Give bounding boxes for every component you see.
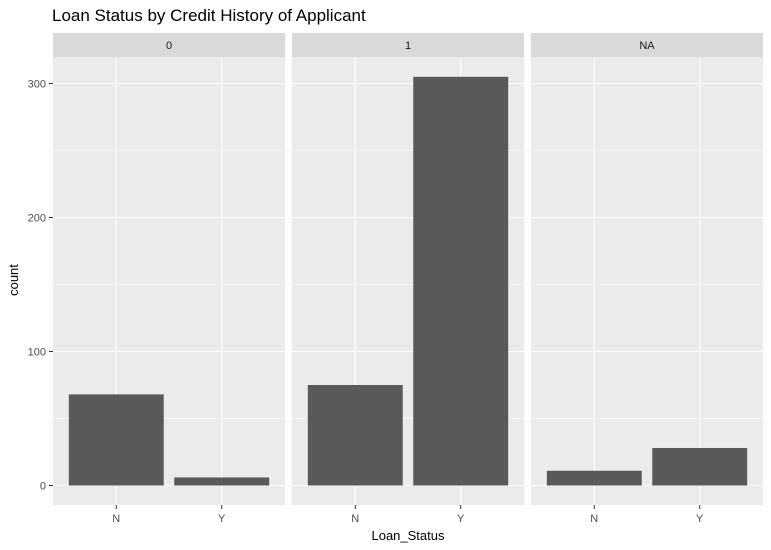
- bar-1-N: [307, 385, 403, 486]
- x-tick-label: Y: [218, 513, 226, 525]
- x-axis-title: Loan_Status: [371, 528, 445, 543]
- facet-panel: NA N Y: [531, 33, 763, 525]
- x-tick-label: Y: [457, 513, 465, 525]
- y-tick-label: 0: [40, 481, 46, 493]
- x-tick-label: N: [590, 513, 598, 525]
- facet-strip-label: NA: [639, 40, 655, 52]
- y-tick-label: 300: [28, 79, 46, 91]
- facet-strip-label: 1: [405, 40, 411, 52]
- facet-strip: [531, 33, 763, 57]
- bar-NA-N: [546, 470, 642, 486]
- y-tick-label: 200: [28, 213, 46, 225]
- facet-strip: [292, 33, 524, 57]
- y-tick-label: 100: [28, 347, 46, 359]
- bar-0-N: [68, 394, 164, 486]
- facet-strip: [53, 33, 285, 57]
- bar-NA-Y: [652, 447, 748, 486]
- panel-background: [531, 57, 763, 505]
- x-tick-label: N: [112, 513, 120, 525]
- facet-strip-label: 0: [166, 40, 172, 52]
- bar-0-Y: [174, 477, 270, 486]
- x-tick-label: N: [351, 513, 359, 525]
- bar-1-Y: [413, 76, 509, 486]
- y-axis-title: count: [6, 264, 21, 296]
- y-axis: 0 100 200 300: [28, 79, 53, 493]
- facet-panel: 0 N Y: [53, 33, 285, 525]
- facet-panel: 1 N Y: [292, 33, 524, 525]
- chart-title: Loan Status by Credit History of Applica…: [52, 6, 366, 25]
- facet-panels: 0 N Y 1 N Y NA N Y: [53, 33, 763, 525]
- x-tick-label: Y: [696, 513, 704, 525]
